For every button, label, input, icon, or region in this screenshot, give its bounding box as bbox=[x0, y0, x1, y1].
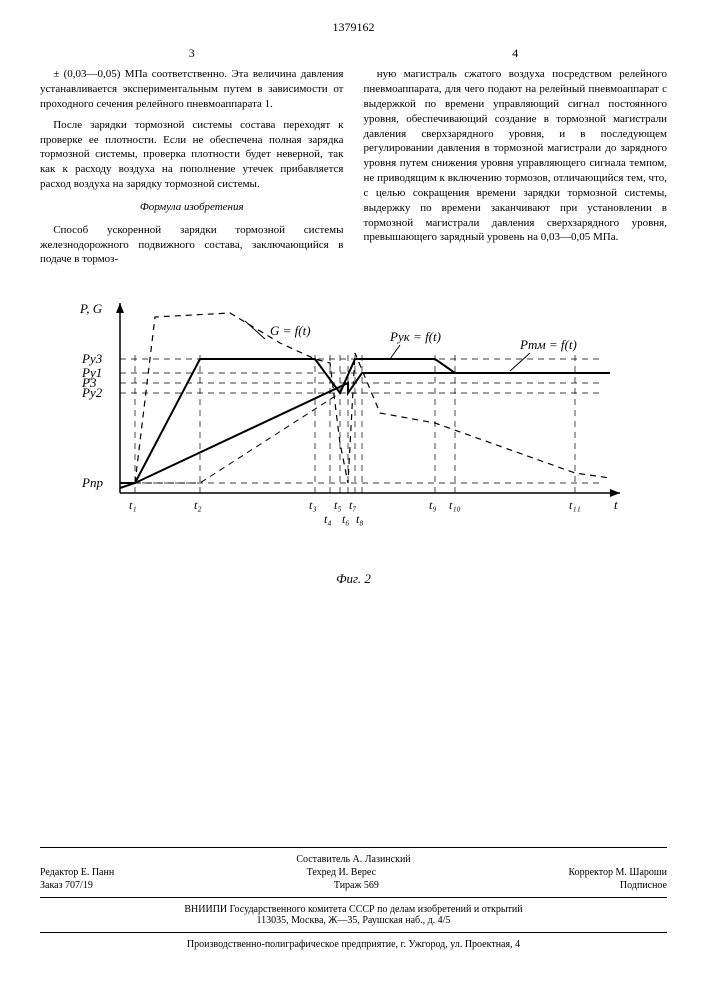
right-col-number: 4 bbox=[364, 45, 668, 61]
svg-text:t₁₀: t₁₀ bbox=[449, 498, 461, 512]
footer-editor: Редактор Е. Панн bbox=[40, 867, 114, 878]
figure-svg: P, GtPу3Pу1P3Pу2Pпрt₁t₂t₃t₄t₅t₆t₇t₈t₉t₁₀… bbox=[40, 293, 640, 563]
patent-number: 1379162 bbox=[40, 20, 667, 35]
footer-org2: Производственно-полиграфическое предприя… bbox=[40, 939, 667, 950]
footer: Составитель А. Лазинский Редактор Е. Пан… bbox=[40, 847, 667, 950]
svg-text:t₉: t₉ bbox=[429, 498, 437, 512]
svg-text:t: t bbox=[614, 497, 618, 512]
formula-title: Формула изобретения bbox=[40, 200, 344, 215]
svg-text:Pу2: Pу2 bbox=[81, 385, 103, 400]
svg-text:Pпр: Pпр bbox=[81, 475, 103, 490]
svg-text:G = f(t): G = f(t) bbox=[270, 323, 311, 338]
svg-text:Pу3: Pу3 bbox=[81, 351, 103, 366]
footer-compiler: Составитель А. Лазинский bbox=[40, 854, 667, 865]
footer-tech: Техред И. Верес bbox=[307, 867, 376, 878]
svg-text:t₅: t₅ bbox=[334, 498, 342, 512]
footer-corrector: Корректор М. Шароши bbox=[568, 867, 667, 878]
svg-text:t₇: t₇ bbox=[349, 498, 357, 512]
svg-text:t₈: t₈ bbox=[356, 512, 364, 526]
svg-text:t₁₁: t₁₁ bbox=[569, 498, 581, 512]
left-p1: ± (0,03—0,05) МПа соответственно. Эта ве… bbox=[40, 67, 344, 112]
footer-order: Заказ 707/19 bbox=[40, 880, 93, 891]
right-column: 4 ную магистраль сжатого воздуха посредс… bbox=[364, 45, 668, 273]
text-columns: 3 ± (0,03—0,05) МПа соответственно. Эта … bbox=[40, 45, 667, 273]
left-column: 3 ± (0,03—0,05) МПа соответственно. Эта … bbox=[40, 45, 344, 273]
footer-addr1: 113035, Москва, Ж—35, Раушская наб., д. … bbox=[40, 915, 667, 926]
svg-text:Pук = f(t): Pук = f(t) bbox=[389, 329, 441, 344]
left-p3: Способ ускоренной зарядки тормозной сист… bbox=[40, 223, 344, 268]
footer-org1: ВНИИПИ Государственного комитета СССР по… bbox=[40, 904, 667, 915]
footer-podpisnoe: Подписное bbox=[620, 880, 667, 891]
left-col-number: 3 bbox=[40, 45, 344, 61]
right-p1: ную магистраль сжатого воздуха посредств… bbox=[364, 67, 668, 245]
svg-text:t₃: t₃ bbox=[309, 498, 317, 512]
svg-text:t₂: t₂ bbox=[194, 498, 202, 512]
figure-caption: Фиг. 2 bbox=[40, 571, 667, 587]
svg-text:t₄: t₄ bbox=[324, 512, 332, 526]
svg-text:Pтм = f(t): Pтм = f(t) bbox=[519, 337, 577, 352]
page: 1379162 3 ± (0,03—0,05) МПа соответствен… bbox=[0, 0, 707, 970]
left-p2: После зарядки тормозной системы состава … bbox=[40, 118, 344, 192]
footer-tirazh: Тираж 569 bbox=[334, 880, 379, 891]
svg-text:P, G: P, G bbox=[79, 301, 103, 316]
svg-text:t₆: t₆ bbox=[342, 512, 350, 526]
svg-text:t₁: t₁ bbox=[129, 498, 137, 512]
figure-2: P, GtPу3Pу1P3Pу2Pпрt₁t₂t₃t₄t₅t₆t₇t₈t₉t₁₀… bbox=[40, 293, 667, 587]
